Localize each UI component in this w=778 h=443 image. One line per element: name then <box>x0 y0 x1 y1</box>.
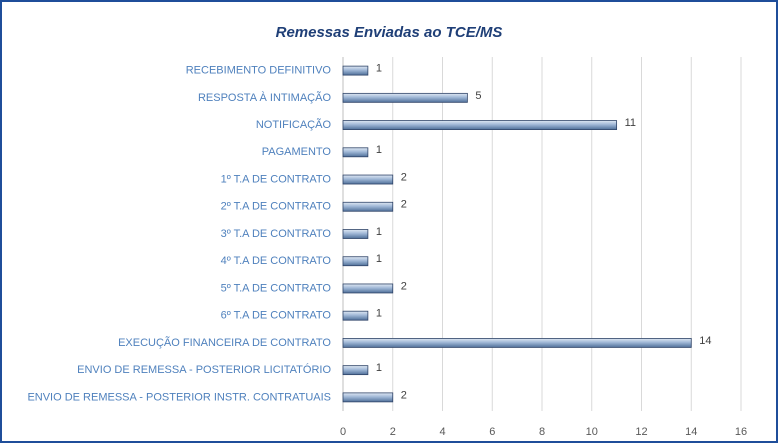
value-label: 14 <box>699 335 711 347</box>
y-tick-label: 5º T.A DE CONTRATO <box>221 282 332 294</box>
value-label: 11 <box>625 117 636 129</box>
bar <box>342 174 394 185</box>
bar <box>342 92 468 103</box>
value-label: 1 <box>376 253 382 265</box>
value-label: 5 <box>475 90 481 102</box>
value-label: 2 <box>401 199 407 211</box>
y-tick-label: RECEBIMENTO DEFINITIVO <box>186 65 332 77</box>
bar <box>342 229 369 239</box>
bar <box>342 65 369 76</box>
y-tick-label: NOTIFICAÇÃO <box>256 118 332 131</box>
y-tick-label: 3º T.A DE CONTRATO <box>221 228 332 240</box>
y-tick-label: 6º T.A DE CONTRATO <box>221 310 332 322</box>
value-label: 1 <box>376 226 382 238</box>
value-label: 2 <box>401 171 407 183</box>
value-label: 2 <box>401 280 407 292</box>
bar <box>342 201 394 212</box>
bar <box>342 283 394 294</box>
x-tick-label: 0 <box>340 426 346 438</box>
bar <box>342 310 369 321</box>
value-label: 2 <box>401 389 407 401</box>
x-tick-label: 12 <box>635 426 647 438</box>
value-label: 1 <box>376 144 382 156</box>
y-tick-label: ENVIO DE REMESSA - POSTERIOR INSTR. CONT… <box>27 391 331 403</box>
bar <box>342 120 618 130</box>
y-tick-label: ENVIO DE REMESSA - POSTERIOR LICITATÓRIO <box>77 363 331 376</box>
chart-title: Remessas Enviadas ao TCE/MS <box>276 24 503 41</box>
y-tick-label: RESPOSTA À INTIMAÇÃO <box>198 91 331 104</box>
y-tick-label: 4º T.A DE CONTRATO <box>221 255 332 267</box>
bar <box>342 147 369 158</box>
x-tick-label: 10 <box>586 426 598 438</box>
y-tick-label: 1º T.A DE CONTRATO <box>221 173 332 185</box>
x-tick-label: 2 <box>390 426 396 438</box>
value-label: 1 <box>376 308 382 320</box>
y-tick-label: PAGAMENTO <box>262 146 332 158</box>
x-tick-label: 8 <box>539 426 545 438</box>
x-tick-label: 14 <box>685 426 697 438</box>
bar <box>342 392 394 403</box>
y-tick-label: 2º T.A DE CONTRATO <box>221 201 332 213</box>
value-label: 1 <box>376 362 382 374</box>
x-tick-label: 16 <box>735 426 747 438</box>
bar <box>342 365 369 376</box>
bar <box>342 338 692 348</box>
x-tick-label: 4 <box>439 426 445 438</box>
x-tick-label: 6 <box>489 426 495 438</box>
bar <box>342 256 369 267</box>
value-label: 1 <box>376 63 382 75</box>
y-tick-label: EXECUÇÃO FINANCEIRA DE CONTRATO <box>118 336 331 349</box>
